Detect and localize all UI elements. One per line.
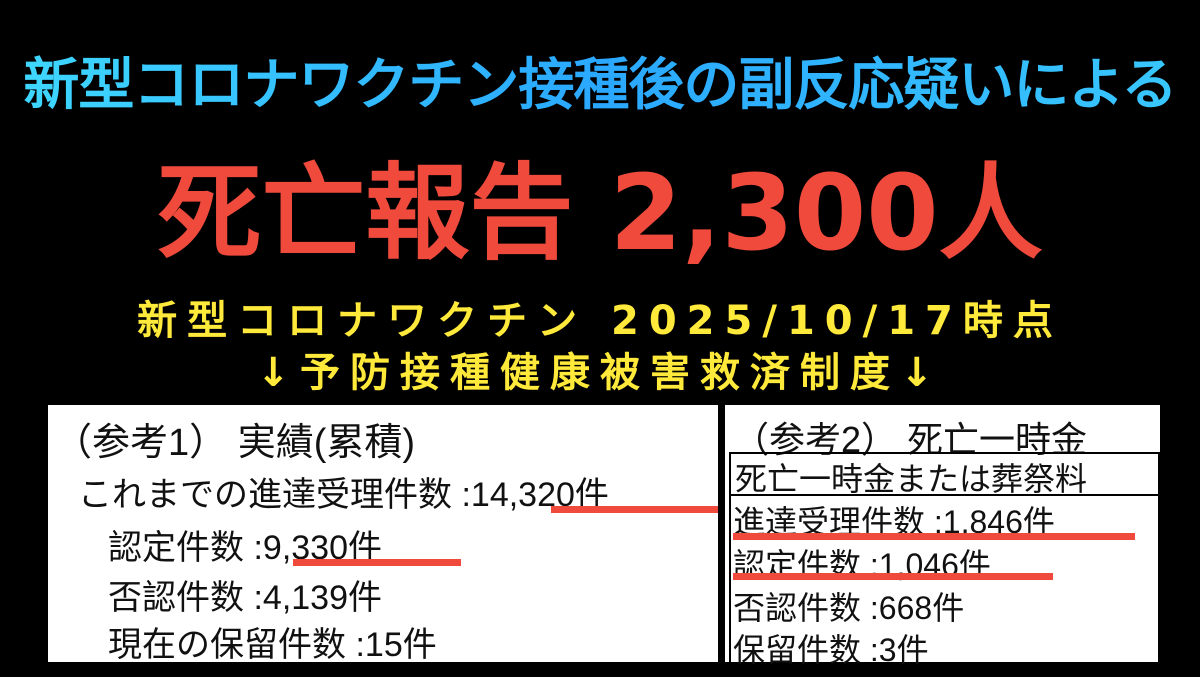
reference1-row: 否認件数 :4,139件	[108, 579, 382, 617]
row-label: 現在の保留件数	[108, 626, 346, 664]
row-label: 保留件数	[733, 632, 862, 668]
underline	[551, 506, 718, 513]
reference2-panel: （参考2） 死亡一時金 死亡一時金または葬祭料 進達受理件数 :1,846件 認…	[725, 405, 1160, 668]
reference1-row: 現在の保留件数 :15件	[108, 626, 437, 664]
big-title: 死亡報告 2,300人	[157, 152, 1043, 274]
row-value: 4,139件	[262, 579, 382, 617]
row-value: 3件	[878, 632, 929, 668]
row-value: 15件	[364, 626, 437, 664]
row-label: これまでの進達受理件数	[78, 476, 452, 514]
underline	[733, 533, 1135, 540]
underline	[733, 573, 1053, 580]
reference2-row: 否認件数 :668件	[733, 590, 965, 626]
subtitle-line1: 新型コロナワクチン 2025/10/17時点	[137, 298, 1063, 344]
subtitle-line2: ↓予防接種健康被害救済制度↓	[256, 350, 944, 396]
reference1-panel: （参考1） 実績(累積) これまでの進達受理件数 :14,320件 認定件数 :…	[48, 405, 718, 664]
row-label: 否認件数	[108, 579, 244, 617]
underline	[293, 559, 461, 566]
reference2-header: 死亡一時金または葬祭料	[735, 461, 1088, 497]
row-label: 否認件数	[733, 590, 862, 626]
reference2-row: 保留件数 :3件	[733, 632, 929, 668]
row-value: 668件	[878, 590, 965, 626]
reference2-header-box: 死亡一時金または葬祭料	[729, 452, 1160, 497]
reference2-body	[729, 494, 1160, 662]
reference1-row: 認定件数 :9,330件	[108, 529, 382, 567]
row-label: 認定件数	[108, 529, 244, 567]
reference1-row: これまでの進達受理件数 :14,320件	[78, 476, 609, 514]
reference1-title: （参考1） 実績(累積)	[54, 422, 416, 464]
headline: 新型コロナワクチン接種後の副反応疑いによる	[0, 40, 1200, 121]
